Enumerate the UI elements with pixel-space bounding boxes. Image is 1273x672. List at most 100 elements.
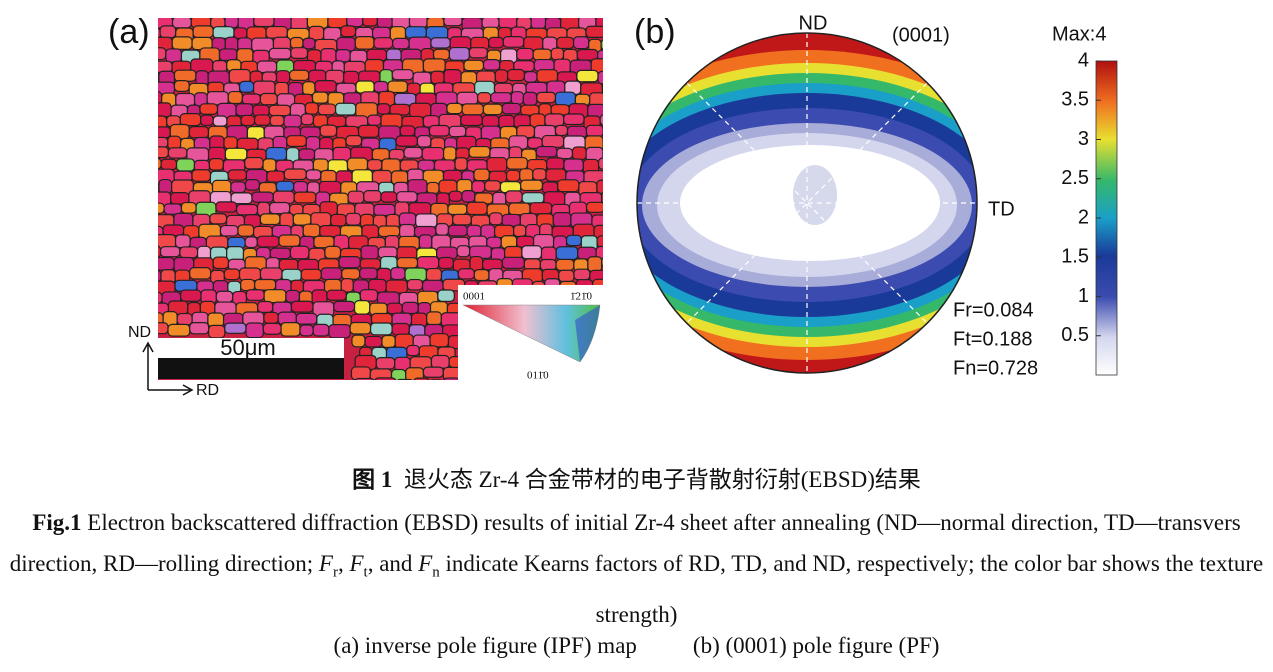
grain (259, 213, 281, 226)
grain (430, 379, 442, 380)
grain (421, 146, 445, 161)
grain (333, 300, 356, 313)
axis-label: RD (196, 382, 219, 399)
grain (346, 18, 364, 28)
grain (244, 156, 264, 170)
grain (572, 36, 590, 50)
grain (351, 334, 366, 348)
grain (158, 322, 169, 335)
grain (585, 124, 603, 138)
caption-en: Fig.1 Electron backscattered diffraction… (0, 502, 1273, 635)
grain (418, 234, 433, 250)
pole-figure-outline (636, 32, 978, 374)
grain (341, 268, 361, 280)
caption-cn: 图 1 退火态 Zr-4 合金带材的电子背散射衍射(EBSD)结果 (0, 462, 1273, 498)
grain (573, 268, 591, 281)
grain (463, 59, 485, 72)
grain (430, 37, 451, 49)
tick-label: 4 (1078, 49, 1089, 71)
tick-label: 0.5 (1061, 324, 1089, 346)
grain (300, 268, 322, 281)
grain (488, 36, 504, 49)
grain (349, 321, 372, 335)
key-label: 0001 (463, 291, 485, 303)
grain (443, 377, 460, 380)
grain (171, 36, 193, 50)
grain (529, 202, 553, 215)
grain (596, 179, 603, 195)
grain (597, 157, 603, 170)
tick-label: 1.5 (1061, 246, 1089, 268)
grain (364, 335, 383, 348)
grain (456, 245, 471, 258)
grain (366, 159, 383, 171)
grain (347, 190, 365, 204)
grain (158, 269, 162, 283)
tick-label: 2 (1078, 206, 1089, 228)
grain (425, 267, 443, 282)
tick-label: 2.5 (1061, 167, 1089, 189)
grain (536, 69, 559, 83)
grain (285, 289, 301, 303)
grain (227, 169, 248, 181)
grain (159, 25, 177, 39)
grain (173, 69, 197, 82)
grain (305, 169, 322, 181)
grain (523, 71, 538, 83)
grain (457, 268, 475, 280)
grain (446, 102, 463, 115)
grain (212, 256, 230, 270)
grain (263, 289, 287, 304)
grain (454, 157, 468, 171)
grain (565, 234, 582, 247)
grain (408, 18, 428, 29)
kearns-factor: Fn=0.728 (953, 357, 1038, 379)
grain (158, 91, 163, 105)
caption-text: F (418, 551, 433, 576)
grain (314, 80, 337, 93)
pole-figure (637, 33, 977, 373)
colorbar-title: Max:4 (1052, 23, 1106, 45)
colorbar-ticks: 4 3.5 3 2.5 2 1.5 1 0.5 (1061, 49, 1101, 346)
grain (510, 91, 524, 105)
grain (245, 289, 265, 301)
grain (269, 114, 285, 127)
grain (163, 203, 183, 215)
grain (208, 158, 224, 171)
grain (601, 191, 603, 204)
grain-layer (158, 18, 603, 380)
grain (401, 301, 419, 315)
grain (289, 36, 304, 49)
grain (275, 180, 295, 192)
grain (224, 18, 239, 29)
grain (373, 37, 394, 49)
grain (295, 312, 318, 325)
grain (180, 201, 197, 214)
grain (176, 312, 193, 326)
grain (360, 245, 379, 260)
grain (304, 102, 319, 115)
grain (501, 102, 522, 115)
grain (240, 278, 256, 292)
grain (413, 377, 430, 380)
grain (338, 256, 361, 269)
grain (601, 83, 603, 92)
grain (230, 181, 247, 194)
grain (219, 224, 239, 237)
grain (473, 168, 490, 182)
grain (558, 269, 575, 283)
grain (422, 366, 444, 378)
subcaption: (b) (0001) pole figure (PF) (692, 633, 940, 658)
grain (406, 278, 424, 291)
grain (376, 103, 391, 115)
grain (396, 257, 419, 269)
caption-text: t (363, 564, 368, 581)
grain (200, 114, 214, 126)
grain (158, 72, 160, 82)
kearns-factor: Fr=0.084 (953, 299, 1034, 321)
grain (596, 235, 603, 248)
subcaptions: (a) inverse pole figure (IPF) map (b) (00… (0, 628, 1273, 664)
grain (377, 225, 401, 238)
grain (452, 213, 472, 226)
kearns-factors: Fr=0.084 Ft=0.188 Fn=0.728 (953, 299, 1038, 379)
